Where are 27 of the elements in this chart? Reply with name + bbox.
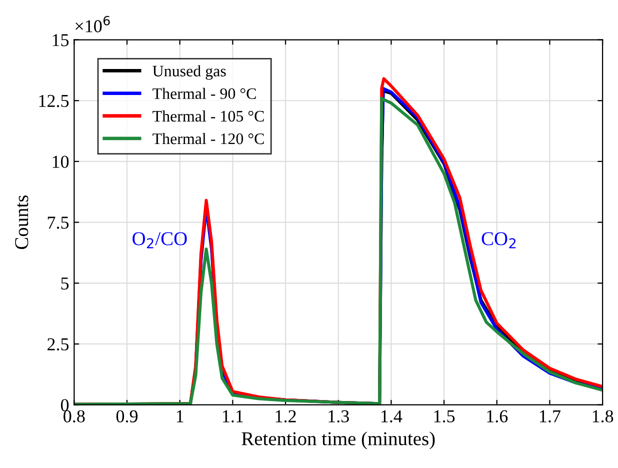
x-tick-label: 1.4 bbox=[382, 410, 402, 422]
x-tick-label: 1.8 bbox=[592, 410, 614, 422]
y-axis-title: Counts bbox=[15, 195, 28, 250]
x-tick-label: 1.1 bbox=[222, 410, 243, 422]
y-tick-label: 0 bbox=[60, 399, 69, 412]
y-tick-label: 15 bbox=[52, 34, 69, 46]
y-tick-label: 7.5 bbox=[48, 216, 69, 229]
legend-label: Thermal - 90 °C bbox=[152, 88, 256, 100]
x-tick-label: 1.6 bbox=[487, 410, 508, 422]
x-tick-label: 1.5 bbox=[434, 410, 455, 422]
y-tick-label: 2.5 bbox=[48, 338, 69, 350]
text: ×10$^{6}$ bbox=[76, 16, 110, 32]
x-tick-label: 0.9 bbox=[116, 410, 138, 422]
y-tick-label: 12.5 bbox=[39, 94, 69, 108]
x-tick-label: 0.8 bbox=[64, 410, 85, 422]
x-tick-label: 1 bbox=[176, 410, 184, 422]
y-tick-label: 10 bbox=[52, 156, 69, 168]
legend-label: Unused gas bbox=[152, 65, 226, 80]
y-tick-label: 5 bbox=[61, 278, 69, 290]
x-axis-title: Retention time (minutes) bbox=[242, 432, 435, 450]
annotation: O$_{2}$/CO bbox=[132, 232, 187, 248]
legend-label: Thermal - 105 °C bbox=[152, 110, 264, 122]
annotation: CO$_{2}$ bbox=[482, 232, 516, 248]
x-tick-label: 1.2 bbox=[276, 410, 296, 422]
x-tick-label: 1.3 bbox=[328, 410, 349, 422]
legend-label: Thermal - 120 °C bbox=[152, 132, 264, 144]
x-tick-label: 1.7 bbox=[540, 410, 560, 422]
